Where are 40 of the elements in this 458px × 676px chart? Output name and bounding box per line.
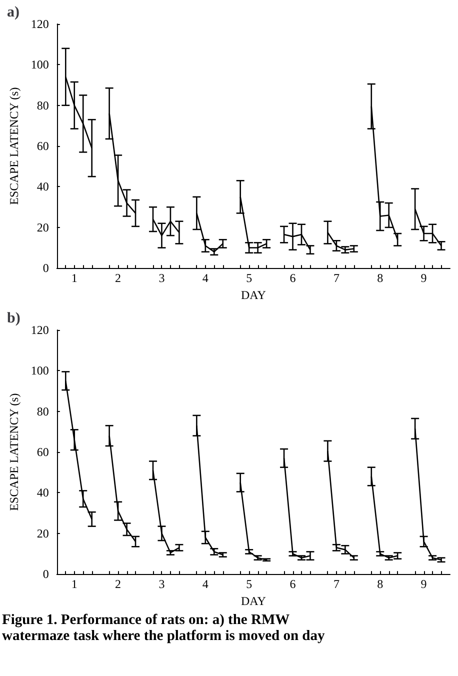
x-tick-label: 5 [246,577,252,592]
x-tick-label: 4 [202,577,208,592]
x-tick-label: 9 [420,271,427,286]
x-tick-label: 9 [420,577,427,592]
y-tick-label: 120 [30,17,49,31]
x-tick-label: 8 [377,577,384,592]
y-axis-title: ESCAPE LATENCY (s) [7,393,21,511]
y-tick-label: 40 [36,180,49,194]
x-tick-label: 1 [71,577,78,592]
y-tick-label: 40 [36,486,49,500]
y-tick-label: 0 [42,567,49,582]
x-axis-title: DAY [240,288,266,302]
y-tick-label: 20 [36,220,49,234]
y-tick-label: 80 [36,98,49,112]
y-tick-label: 100 [30,58,49,72]
y-tick-label: 20 [36,526,49,540]
x-tick-label: 2 [115,577,122,592]
x-tick-label: 6 [290,577,296,592]
y-tick-label: 60 [36,445,49,460]
y-axis-title: ESCAPE LATENCY (s) [7,87,21,205]
x-tick-label: 6 [290,271,296,286]
y-tick-label: 60 [36,139,49,154]
y-tick-label: 100 [30,364,49,378]
y-tick-label: 0 [42,261,49,276]
x-tick-label: 7 [333,577,340,592]
x-tick-label: 4 [202,271,208,286]
chart-title: a) [7,4,20,20]
x-tick-label: 1 [71,271,78,286]
x-tick-label: 2 [115,271,122,286]
y-tick-label: 120 [30,323,49,337]
x-tick-label: 3 [158,271,165,286]
x-tick-label: 8 [377,271,384,286]
x-tick-label: 5 [246,271,252,286]
x-tick-label: 3 [158,577,165,592]
chart-title: b) [7,310,20,326]
x-axis-title: DAY [240,594,266,608]
caption: Figure 1. Performance of rats on: a) the RMW [1,612,291,628]
x-tick-label: 7 [333,271,340,286]
y-tick-label: 80 [36,404,49,418]
text: watermaze task where the platform is moved on day [1,628,326,644]
